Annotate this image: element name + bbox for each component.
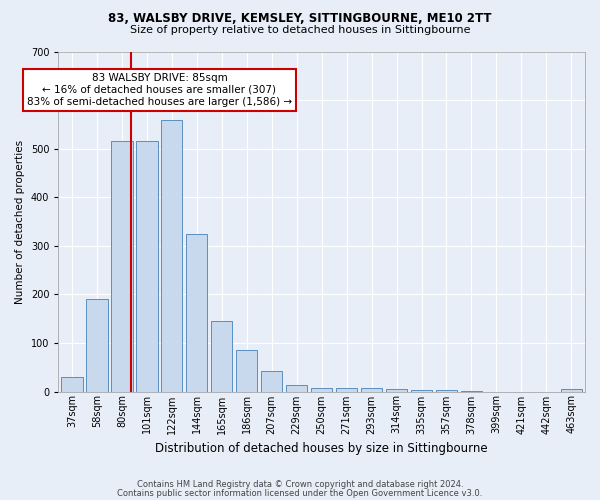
Bar <box>286 385 307 392</box>
Bar <box>386 389 407 392</box>
Bar <box>112 142 133 392</box>
Bar <box>236 350 257 392</box>
Bar <box>161 120 182 392</box>
Text: Contains HM Land Registry data © Crown copyright and database right 2024.: Contains HM Land Registry data © Crown c… <box>137 480 463 489</box>
Bar <box>560 389 582 392</box>
Bar <box>86 299 107 392</box>
Text: Size of property relative to detached houses in Sittingbourne: Size of property relative to detached ho… <box>130 25 470 35</box>
Bar <box>436 390 457 392</box>
Bar <box>136 142 158 392</box>
Bar <box>311 388 332 392</box>
Text: 83 WALSBY DRIVE: 85sqm
← 16% of detached houses are smaller (307)
83% of semi-de: 83 WALSBY DRIVE: 85sqm ← 16% of detached… <box>27 74 292 106</box>
X-axis label: Distribution of detached houses by size in Sittingbourne: Distribution of detached houses by size … <box>155 442 488 455</box>
Bar <box>411 390 432 392</box>
Bar <box>361 388 382 392</box>
Text: Contains public sector information licensed under the Open Government Licence v3: Contains public sector information licen… <box>118 488 482 498</box>
Bar <box>336 388 357 392</box>
Bar <box>211 321 232 392</box>
Y-axis label: Number of detached properties: Number of detached properties <box>15 140 25 304</box>
Text: 83, WALSBY DRIVE, KEMSLEY, SITTINGBOURNE, ME10 2TT: 83, WALSBY DRIVE, KEMSLEY, SITTINGBOURNE… <box>108 12 492 26</box>
Bar <box>261 371 283 392</box>
Bar <box>61 377 83 392</box>
Bar <box>186 234 208 392</box>
Bar <box>461 390 482 392</box>
